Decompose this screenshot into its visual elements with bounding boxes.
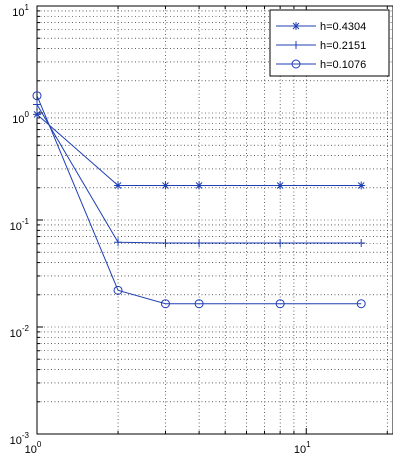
marker-circle: [113, 285, 123, 295]
marker-star: [161, 181, 170, 190]
marker-plus: [357, 238, 366, 247]
legend-label: h=0.2151: [320, 40, 366, 52]
marker-plus: [276, 238, 285, 247]
y-tick-label: 100: [12, 110, 29, 126]
marker-plus: [292, 41, 300, 49]
legend: h=0.4304 h=0.2151 h=0.1076: [269, 9, 390, 77]
marker-plus: [33, 100, 41, 109]
series-1: [33, 110, 366, 190]
marker-star: [357, 181, 366, 190]
marker-circle: [32, 91, 42, 101]
legend-label: h=0.1076: [320, 59, 366, 71]
marker-circle: [160, 299, 170, 309]
marker-star: [33, 110, 41, 119]
marker-star: [276, 181, 285, 190]
series-line: [36, 114, 362, 187]
series-3: [32, 91, 366, 309]
marker-circle: [194, 299, 204, 309]
x-tick-label: 100: [25, 440, 42, 456]
tick-marks: [36, 5, 388, 435]
grid: [37, 6, 393, 434]
marker-star: [195, 181, 204, 190]
plot-area: [37, 6, 393, 434]
x-tick-label: 101: [294, 440, 311, 456]
marker-circle: [275, 299, 285, 309]
y-tick-label: 10-3: [10, 431, 30, 447]
series-line: [36, 95, 362, 305]
marker-plus: [161, 238, 170, 247]
marker-star: [114, 181, 123, 190]
marker-circle: [291, 59, 301, 69]
marker-plus: [195, 238, 204, 247]
legend-box: [269, 9, 390, 77]
legend-label: h=0.4304: [320, 21, 366, 33]
marker-circle: [356, 299, 366, 309]
marker-star: [292, 22, 300, 30]
y-tick-label: 101: [12, 3, 29, 19]
series-line: [36, 104, 362, 244]
y-tick-label: 10-2: [10, 324, 30, 340]
y-tick-label: 10-1: [10, 217, 30, 233]
series-2: [33, 100, 366, 247]
marker-plus: [114, 238, 123, 247]
